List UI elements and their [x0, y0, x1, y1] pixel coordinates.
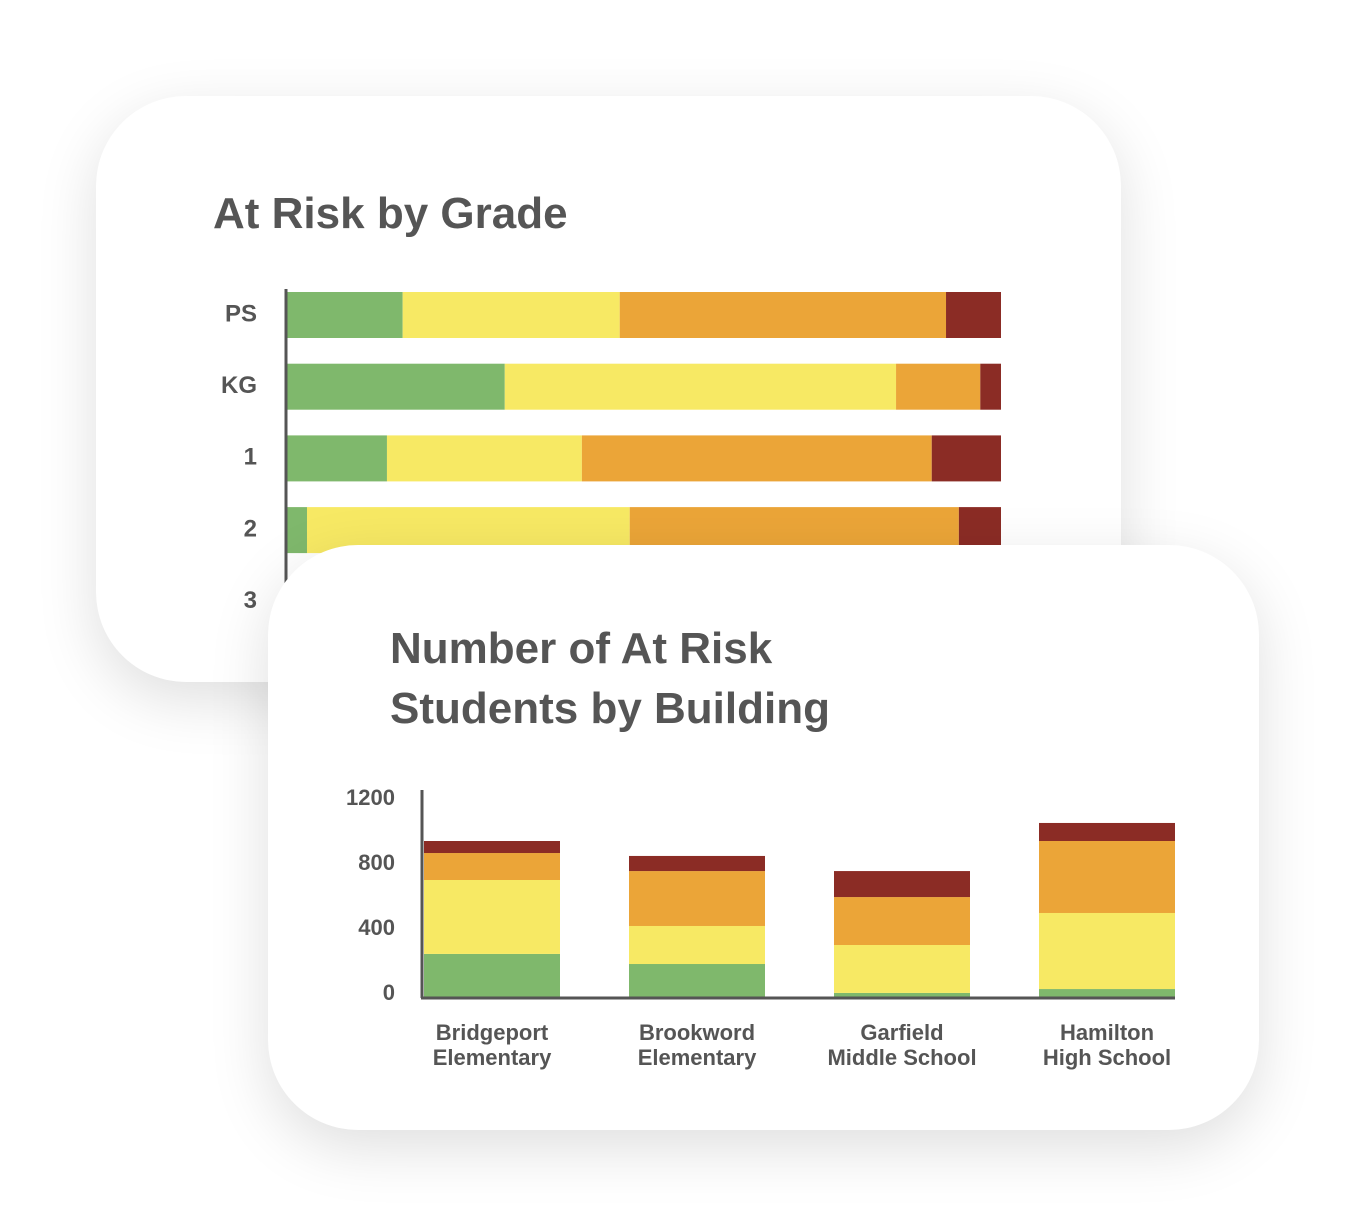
chart: PS KG 1 2 3 [221, 289, 1001, 640]
bar-segment [402, 292, 620, 338]
bar-segment [287, 435, 387, 482]
bar-segment [834, 992, 970, 997]
bar-segment [581, 435, 932, 482]
bar-segment [424, 853, 560, 880]
bar-segment [1039, 912, 1175, 990]
bar-segment [1039, 841, 1175, 913]
bar-segment [946, 292, 1001, 338]
bar-segment [424, 841, 560, 854]
y-tick-label: 1 [244, 444, 257, 471]
bar-segment [834, 897, 970, 945]
bar-segment [287, 292, 403, 338]
bar-segment [1039, 989, 1175, 997]
bar-segment [629, 871, 765, 926]
x-tick-label: Hamilton High School [1042, 1020, 1172, 1070]
y-tick-label: 1200 [346, 785, 395, 810]
y-tick-label: KG [221, 372, 257, 399]
bar-segment [386, 435, 582, 482]
bar-segment [834, 871, 970, 898]
y-tick-label: 0 [383, 980, 395, 1005]
chart-title: At Risk by Grade [213, 189, 568, 238]
bar-segment [424, 953, 560, 997]
y-tick-label: PS [225, 300, 257, 327]
bar-segment [619, 292, 947, 338]
card: Number of At Risk Students by Building 0… [268, 545, 1259, 1130]
chart: 0 400 800 1200 [346, 785, 1175, 1005]
bar-segment [629, 964, 765, 997]
bar-segment [931, 435, 1001, 482]
bar-segment [629, 855, 765, 872]
y-tick-label: 2 [244, 515, 257, 542]
bar-segment [980, 363, 1001, 410]
bar-segment [629, 925, 765, 965]
bar-segment [896, 363, 981, 410]
y-tick-label: 800 [358, 850, 395, 875]
y-tick-label: 400 [358, 915, 395, 940]
bar-segment [834, 945, 970, 993]
x-tick-label: Bridgeport Elementary [432, 1020, 552, 1070]
y-tick-label: 3 [244, 587, 257, 614]
bar-segment [287, 363, 505, 410]
bar-segment [1039, 822, 1175, 841]
chart-title: Number of At Risk Students by Building [390, 624, 830, 733]
bar-segment [287, 507, 307, 554]
bar-segment [424, 880, 560, 954]
bar-segment [504, 363, 897, 410]
x-tick-label: Brookword Elementary [637, 1020, 757, 1070]
x-tick-label: Garfield Middle School [827, 1020, 977, 1070]
